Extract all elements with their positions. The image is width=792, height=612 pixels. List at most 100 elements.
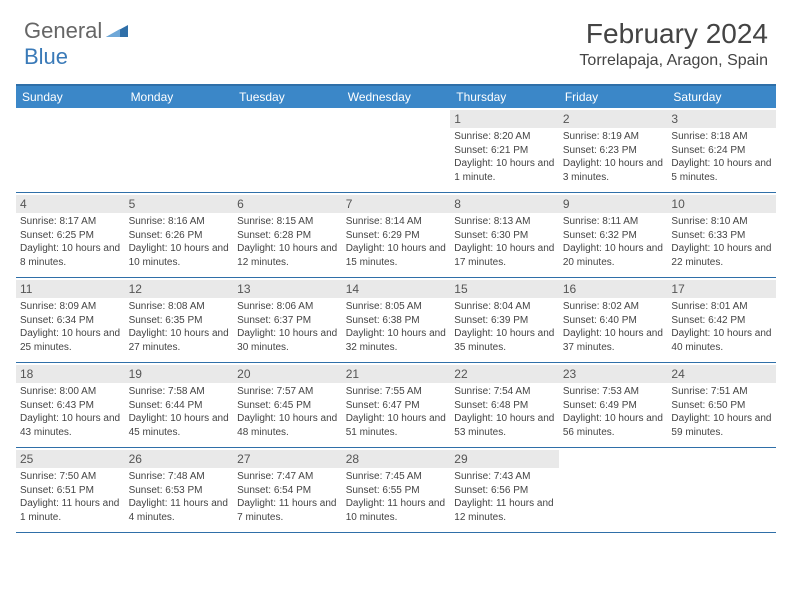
weekday-wednesday: Wednesday bbox=[342, 86, 451, 108]
day-details: Sunrise: 7:57 AMSunset: 6:45 PMDaylight:… bbox=[237, 385, 338, 439]
day-number: 4 bbox=[16, 195, 125, 213]
weekday-tuesday: Tuesday bbox=[233, 86, 342, 108]
logo-triangle-icon bbox=[106, 21, 128, 42]
day-details: Sunrise: 8:02 AMSunset: 6:40 PMDaylight:… bbox=[563, 300, 664, 354]
day-number: 26 bbox=[125, 450, 234, 468]
day-cell-4: 4 Sunrise: 8:17 AMSunset: 6:25 PMDaylight… bbox=[16, 193, 125, 277]
day-number: 11 bbox=[16, 280, 125, 298]
day-number: 20 bbox=[233, 365, 342, 383]
day-cell-20: 20 Sunrise: 7:57 AMSunset: 6:45 PMDayligh… bbox=[233, 363, 342, 447]
weekday-monday: Monday bbox=[125, 86, 234, 108]
week-row: 11 Sunrise: 8:09 AMSunset: 6:34 PMDayligh… bbox=[16, 278, 776, 363]
day-cell-10: 10 Sunrise: 8:10 AMSunset: 6:33 PMDayligh… bbox=[667, 193, 776, 277]
day-number: 18 bbox=[16, 365, 125, 383]
day-cell-25: 25 Sunrise: 7:50 AMSunset: 6:51 PMDayligh… bbox=[16, 448, 125, 532]
day-details: Sunrise: 8:11 AMSunset: 6:32 PMDaylight:… bbox=[563, 215, 664, 269]
empty-cell bbox=[233, 108, 342, 192]
day-details: Sunrise: 7:55 AMSunset: 6:47 PMDaylight:… bbox=[346, 385, 447, 439]
day-cell-6: 6Sunrise: 8:15 AMSunset: 6:28 PMDaylight… bbox=[233, 193, 342, 277]
day-number: 8 bbox=[450, 195, 559, 213]
empty-cell bbox=[342, 108, 451, 192]
day-details: Sunrise: 8:16 AMSunset: 6:26 PMDaylight:… bbox=[129, 215, 230, 269]
day-cell-11: 11 Sunrise: 8:09 AMSunset: 6:34 PMDayligh… bbox=[16, 278, 125, 362]
empty-cell bbox=[667, 448, 776, 532]
weekday-header-row: SundayMondayTuesdayWednesdayThursdayFrid… bbox=[16, 86, 776, 108]
header: General February 2024 Torrelapaja, Arago… bbox=[0, 0, 792, 78]
day-cell-9: 9 Sunrise: 8:11 AMSunset: 6:32 PMDaylight… bbox=[559, 193, 668, 277]
month-title: February 2024 bbox=[579, 18, 768, 50]
day-cell-12: 12 Sunrise: 8:08 AMSunset: 6:35 PMDayligh… bbox=[125, 278, 234, 362]
day-number: 1 bbox=[450, 110, 559, 128]
day-details: Sunrise: 7:48 AMSunset: 6:53 PMDaylight:… bbox=[129, 470, 230, 524]
day-details: Sunrise: 7:54 AMSunset: 6:48 PMDaylight:… bbox=[454, 385, 555, 439]
day-number: 16 bbox=[559, 280, 668, 298]
day-cell-1: 1 Sunrise: 8:20 AMSunset: 6:21 PMDaylight… bbox=[450, 108, 559, 192]
day-number: 23 bbox=[559, 365, 668, 383]
weekday-thursday: Thursday bbox=[450, 86, 559, 108]
day-details: Sunrise: 8:09 AMSunset: 6:34 PMDaylight:… bbox=[20, 300, 121, 354]
day-number: 22 bbox=[450, 365, 559, 383]
week-row: 1 Sunrise: 8:20 AMSunset: 6:21 PMDaylight… bbox=[16, 108, 776, 193]
day-cell-13: 13 Sunrise: 8:06 AMSunset: 6:37 PMDayligh… bbox=[233, 278, 342, 362]
day-number: 24 bbox=[667, 365, 776, 383]
day-number: 5 bbox=[125, 195, 234, 213]
logo: General bbox=[24, 18, 130, 44]
day-number: 7 bbox=[342, 195, 451, 213]
day-details: Sunrise: 7:50 AMSunset: 6:51 PMDaylight:… bbox=[20, 470, 121, 524]
day-details: Sunrise: 8:08 AMSunset: 6:35 PMDaylight:… bbox=[129, 300, 230, 354]
day-number: 27 bbox=[233, 450, 342, 468]
day-number: 9 bbox=[559, 195, 668, 213]
day-details: Sunrise: 8:01 AMSunset: 6:42 PMDaylight:… bbox=[671, 300, 772, 354]
day-cell-2: 2 Sunrise: 8:19 AMSunset: 6:23 PMDaylight… bbox=[559, 108, 668, 192]
logo-blue-text-row: Blue bbox=[24, 44, 68, 70]
day-cell-18: 18 Sunrise: 8:00 AMSunset: 6:43 PMDayligh… bbox=[16, 363, 125, 447]
day-cell-16: 16 Sunrise: 8:02 AMSunset: 6:40 PMDayligh… bbox=[559, 278, 668, 362]
title-block: February 2024 Torrelapaja, Aragon, Spain bbox=[579, 18, 768, 70]
week-row: 18 Sunrise: 8:00 AMSunset: 6:43 PMDayligh… bbox=[16, 363, 776, 448]
day-cell-17: 17 Sunrise: 8:01 AMSunset: 6:42 PMDayligh… bbox=[667, 278, 776, 362]
day-details: Sunrise: 8:17 AMSunset: 6:25 PMDaylight:… bbox=[20, 215, 121, 269]
day-cell-24: 24 Sunrise: 7:51 AMSunset: 6:50 PMDayligh… bbox=[667, 363, 776, 447]
location: Torrelapaja, Aragon, Spain bbox=[579, 52, 768, 70]
day-details: Sunrise: 8:14 AMSunset: 6:29 PMDaylight:… bbox=[346, 215, 447, 269]
day-cell-7: 7 Sunrise: 8:14 AMSunset: 6:29 PMDaylight… bbox=[342, 193, 451, 277]
day-number: 28 bbox=[342, 450, 451, 468]
day-number: 12 bbox=[125, 280, 234, 298]
day-cell-3: 3 Sunrise: 8:18 AMSunset: 6:24 PMDaylight… bbox=[667, 108, 776, 192]
day-cell-15: 15Sunrise: 8:04 AMSunset: 6:39 PMDayligh… bbox=[450, 278, 559, 362]
day-cell-5: 5 Sunrise: 8:16 AMSunset: 6:26 PMDaylight… bbox=[125, 193, 234, 277]
day-details: Sunrise: 8:18 AMSunset: 6:24 PMDaylight:… bbox=[671, 130, 772, 184]
day-details: Sunrise: 8:20 AMSunset: 6:21 PMDaylight:… bbox=[454, 130, 555, 184]
day-number: 13 bbox=[233, 280, 342, 298]
day-details: Sunrise: 8:19 AMSunset: 6:23 PMDaylight:… bbox=[563, 130, 664, 184]
calendar: SundayMondayTuesdayWednesdayThursdayFrid… bbox=[16, 84, 776, 533]
day-number: 17 bbox=[667, 280, 776, 298]
day-details: Sunrise: 7:43 AMSunset: 6:56 PMDaylight:… bbox=[454, 470, 555, 524]
day-cell-29: 29 Sunrise: 7:43 AMSunset: 6:56 PMDayligh… bbox=[450, 448, 559, 532]
logo-text-general: General bbox=[24, 18, 102, 44]
weekday-saturday: Saturday bbox=[667, 86, 776, 108]
day-number: 3 bbox=[667, 110, 776, 128]
day-number: 14 bbox=[342, 280, 451, 298]
day-cell-26: 26 Sunrise: 7:48 AMSunset: 6:53 PMDayligh… bbox=[125, 448, 234, 532]
day-number: 25 bbox=[16, 450, 125, 468]
day-details: Sunrise: 8:00 AMSunset: 6:43 PMDaylight:… bbox=[20, 385, 121, 439]
weekday-sunday: Sunday bbox=[16, 86, 125, 108]
day-details: Sunrise: 7:51 AMSunset: 6:50 PMDaylight:… bbox=[671, 385, 772, 439]
day-number: 2 bbox=[559, 110, 668, 128]
day-cell-22: 22 Sunrise: 7:54 AMSunset: 6:48 PMDayligh… bbox=[450, 363, 559, 447]
day-details: Sunrise: 8:06 AMSunset: 6:37 PMDaylight:… bbox=[237, 300, 338, 354]
day-cell-27: 27Sunrise: 7:47 AMSunset: 6:54 PMDayligh… bbox=[233, 448, 342, 532]
day-cell-23: 23Sunrise: 7:53 AMSunset: 6:49 PMDayligh… bbox=[559, 363, 668, 447]
empty-cell bbox=[559, 448, 668, 532]
day-number: 6 bbox=[233, 195, 342, 213]
week-row: 4 Sunrise: 8:17 AMSunset: 6:25 PMDaylight… bbox=[16, 193, 776, 278]
day-details: Sunrise: 7:58 AMSunset: 6:44 PMDaylight:… bbox=[129, 385, 230, 439]
day-cell-19: 19Sunrise: 7:58 AMSunset: 6:44 PMDayligh… bbox=[125, 363, 234, 447]
day-number: 10 bbox=[667, 195, 776, 213]
day-details: Sunrise: 8:10 AMSunset: 6:33 PMDaylight:… bbox=[671, 215, 772, 269]
day-details: Sunrise: 7:45 AMSunset: 6:55 PMDaylight:… bbox=[346, 470, 447, 524]
day-number: 29 bbox=[450, 450, 559, 468]
day-cell-8: 8Sunrise: 8:13 AMSunset: 6:30 PMDaylight… bbox=[450, 193, 559, 277]
week-row: 25 Sunrise: 7:50 AMSunset: 6:51 PMDayligh… bbox=[16, 448, 776, 533]
